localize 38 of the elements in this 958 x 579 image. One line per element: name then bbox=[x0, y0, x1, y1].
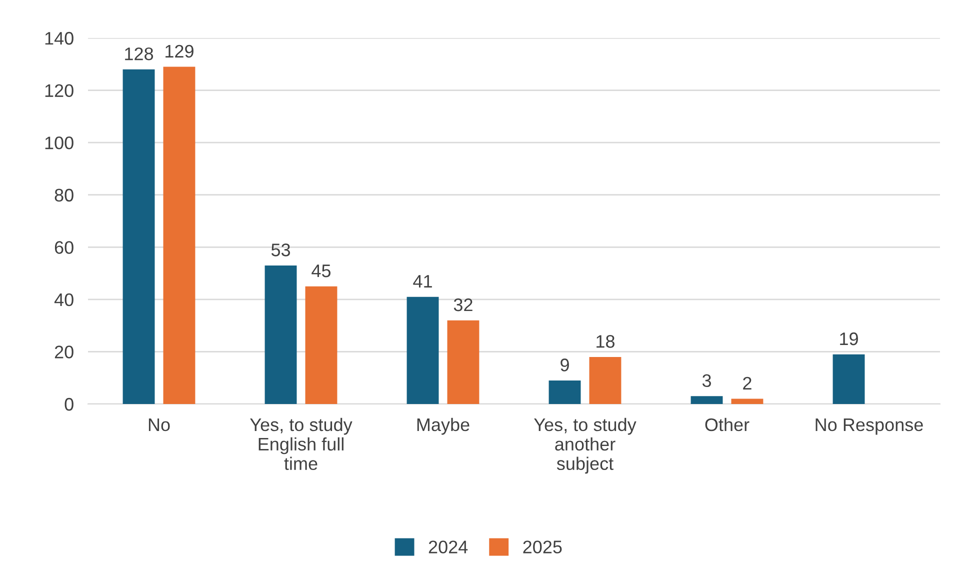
data-label: 53 bbox=[271, 244, 290, 256]
y-tick-label: 0 bbox=[64, 398, 74, 411]
x-tick-label: Yes, to study another subject bbox=[534, 418, 636, 474]
x-tick-label: Maybe bbox=[417, 418, 470, 435]
data-label: 18 bbox=[596, 335, 614, 348]
data-label: 9 bbox=[560, 358, 569, 372]
bar bbox=[832, 354, 865, 404]
x-tick-label: Yes, to study English full time bbox=[250, 418, 352, 470]
bar bbox=[305, 286, 338, 404]
bar bbox=[122, 69, 155, 404]
y-tick-label: 120 bbox=[45, 84, 74, 98]
x-tick-label: No bbox=[148, 418, 170, 432]
legend-label: 2025 bbox=[523, 540, 562, 554]
bar bbox=[731, 398, 764, 404]
bar bbox=[264, 265, 297, 404]
bar bbox=[163, 66, 196, 404]
bar bbox=[589, 356, 622, 404]
data-label: 41 bbox=[413, 275, 432, 288]
data-label: 129 bbox=[166, 44, 194, 58]
y-tick-label: 100 bbox=[45, 136, 74, 150]
data-label: 128 bbox=[125, 47, 154, 60]
x-tick-label: No Response bbox=[816, 418, 923, 435]
y-tick-label: 140 bbox=[45, 32, 74, 45]
y-tick-label: 20 bbox=[54, 346, 74, 358]
data-label: 32 bbox=[454, 298, 472, 312]
bar bbox=[548, 380, 581, 404]
data-label: 45 bbox=[312, 264, 331, 278]
data-label: 3 bbox=[702, 374, 711, 388]
y-tick-label: 80 bbox=[54, 188, 74, 202]
bar bbox=[447, 320, 480, 404]
y-tick-label: 40 bbox=[54, 293, 74, 306]
x-tick-label: Other bbox=[705, 418, 750, 432]
bar bbox=[690, 396, 723, 404]
bar bbox=[406, 296, 439, 404]
y-tick-label: 60 bbox=[54, 241, 74, 254]
data-label: 19 bbox=[840, 332, 858, 346]
data-label: 2 bbox=[743, 376, 752, 390]
legend-label: 2024 bbox=[428, 540, 468, 554]
